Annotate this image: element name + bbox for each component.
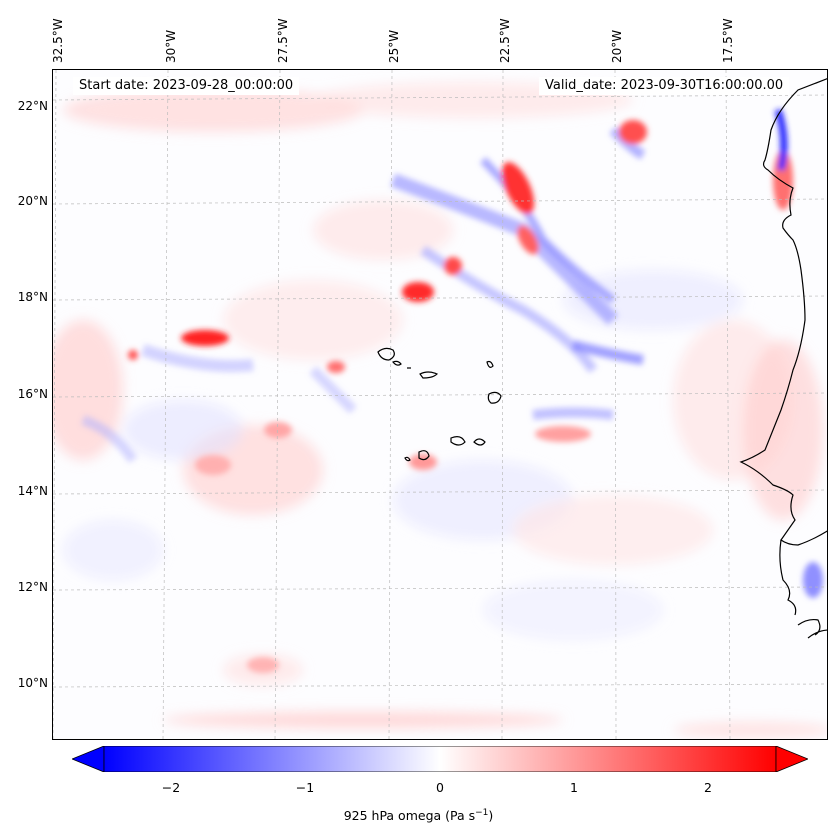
colorbar-tick-minus2: −2 [161,780,181,795]
lon-label-25W: 25°W [387,29,401,63]
lat-label-22N: 22°N [17,99,48,113]
graticule [53,70,827,739]
lon-label-32.5W: 32.5°W [51,18,65,63]
lat-label-14N: 14°N [17,484,48,498]
lon-label-17.5W: 17.5°W [721,18,735,63]
omega-background-field [53,82,827,738]
lat-label-10N: 10°N [17,676,48,690]
lon-label-27.5W: 27.5°W [276,18,290,63]
lat-label-20N: 20°N [17,194,48,208]
colorbar-tick-2: 2 [704,780,712,795]
islands [377,347,502,462]
valid-date-label: Valid_date: 2023-09-30T16:00:00.00 [539,77,790,95]
colorbar-max-extend [775,746,808,772]
omega-field-map [53,70,827,739]
colorbar-min-extend [72,746,105,772]
colorbar-tick-0: 0 [436,780,444,795]
omega-features [81,108,823,673]
lat-label-16N: 16°N [17,387,48,401]
colorbar [72,746,808,772]
colorbar-tick-1: 1 [570,780,578,795]
lat-label-12N: 12°N [17,580,48,594]
lon-label-20W: 20°W [610,29,624,63]
map-panel [52,69,828,740]
lon-label-22.5W: 22.5°W [498,18,512,63]
coastline [739,78,827,639]
colorbar-tick-minus1: −1 [295,780,315,795]
start-date-label: Start date: 2023-09-28_00:00:00 [73,77,300,95]
colorbar-label: 925 hPa omega (Pa s−1) [343,808,494,824]
colorbar-gradient [103,746,777,772]
lon-label-30W: 30°W [164,29,178,63]
lat-label-18N: 18°N [17,290,48,304]
